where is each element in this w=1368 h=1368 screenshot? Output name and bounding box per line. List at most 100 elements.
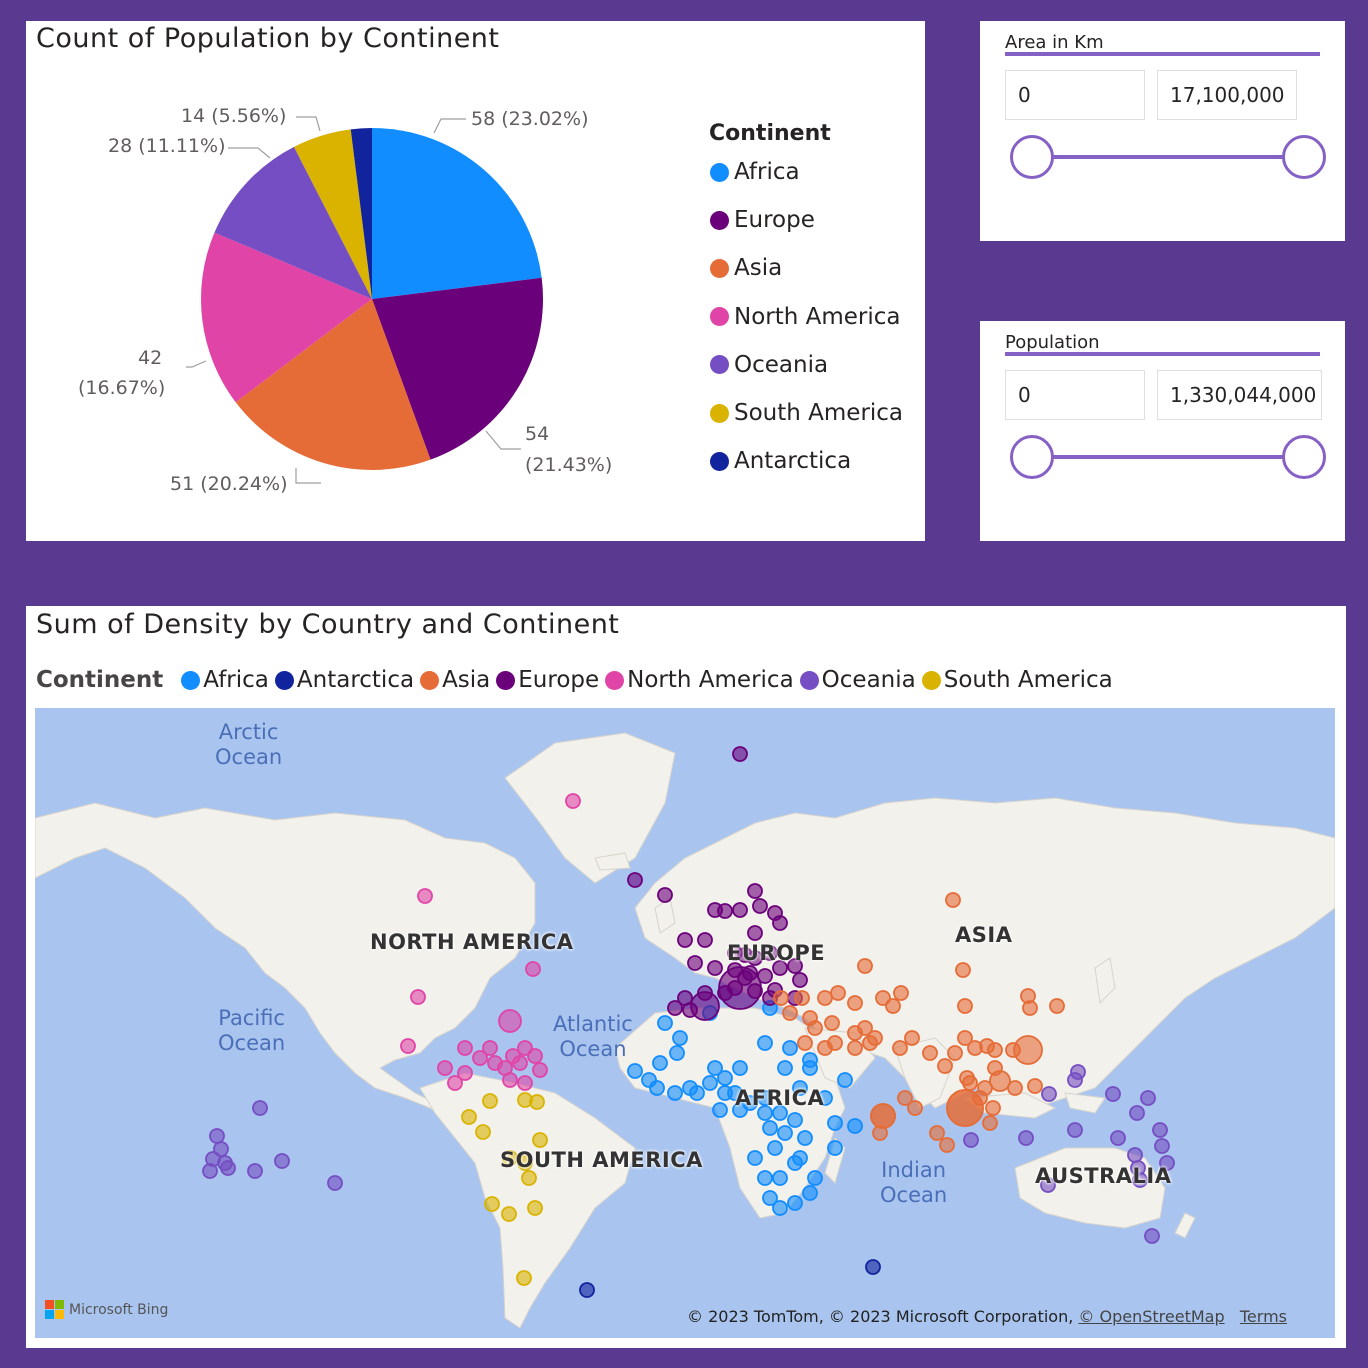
map-bubble-asia[interactable] xyxy=(885,998,901,1014)
map-bubble-south-america[interactable] xyxy=(482,1093,498,1109)
map-bubble-north-america[interactable] xyxy=(502,1072,518,1088)
map-bubble-south-america[interactable] xyxy=(532,1132,548,1148)
pie-legend-item-asia[interactable]: Asia xyxy=(710,255,782,281)
pie-slice-asia[interactable] xyxy=(235,299,431,470)
map-bubble-africa[interactable] xyxy=(772,1200,788,1216)
map-bubble-africa[interactable] xyxy=(672,1030,688,1046)
map-bubble-europe[interactable] xyxy=(772,915,788,931)
map-bubble-africa[interactable] xyxy=(827,1140,843,1156)
map-bubble-africa[interactable] xyxy=(782,1040,798,1056)
map-bubble-africa[interactable] xyxy=(689,1085,705,1101)
map-bubble-africa[interactable] xyxy=(757,1170,773,1186)
map-bubble-europe[interactable] xyxy=(657,887,673,903)
map-bubble-africa[interactable] xyxy=(627,1063,643,1079)
map-bubble-europe[interactable] xyxy=(747,883,763,899)
map-bubble-asia[interactable] xyxy=(807,1020,823,1036)
map-bubble-asia[interactable] xyxy=(907,1100,923,1116)
map-bubble-asia[interactable] xyxy=(947,1045,963,1061)
map-bubble-north-america[interactable] xyxy=(565,793,581,809)
map-bubble-north-america[interactable] xyxy=(532,1062,548,1078)
map-bubble-africa[interactable] xyxy=(732,1060,748,1076)
map-bubble-antarctica[interactable] xyxy=(865,1259,881,1275)
map-bubble-europe[interactable] xyxy=(627,872,643,888)
pie-slice-antarctica[interactable] xyxy=(350,128,372,299)
map-bubble-south-america[interactable] xyxy=(501,1206,517,1222)
area-slider-track[interactable] xyxy=(1032,155,1306,159)
map-bubble-oceania[interactable] xyxy=(209,1128,225,1144)
map-bubble-africa[interactable] xyxy=(802,1052,818,1068)
map-bubble-oceania[interactable] xyxy=(220,1160,236,1176)
map-bubble-europe[interactable] xyxy=(747,950,763,966)
map-bubble-africa[interactable] xyxy=(792,1080,808,1096)
map-bubble-africa[interactable] xyxy=(797,1130,813,1146)
map-bubble-europe[interactable] xyxy=(687,955,703,971)
map-bubble-asia[interactable] xyxy=(1022,1000,1038,1016)
map-bubble-asia[interactable] xyxy=(824,1015,840,1031)
map-bubble-north-america[interactable] xyxy=(417,888,433,904)
map-bubble-oceania[interactable] xyxy=(1152,1122,1168,1138)
area-max-input[interactable]: 17,100,000 xyxy=(1157,70,1297,120)
map-bubble-africa[interactable] xyxy=(669,1045,685,1061)
map-bubble-north-america[interactable] xyxy=(525,961,541,977)
map-bubble-asia[interactable] xyxy=(1013,1035,1043,1065)
map-legend-item-antarctica[interactable]: Antarctica xyxy=(271,667,414,693)
pie-legend-item-north-america[interactable]: North America xyxy=(710,304,901,330)
map-bubble-asia[interactable] xyxy=(797,1035,813,1051)
map-bubble-africa[interactable] xyxy=(717,1085,733,1101)
map-bubble-asia[interactable] xyxy=(904,1030,920,1046)
pie-slice-africa[interactable] xyxy=(372,128,542,299)
map-bubble-south-america[interactable] xyxy=(517,1155,533,1171)
pie-slice-oceania[interactable] xyxy=(214,146,372,299)
map-bubble-asia[interactable] xyxy=(957,1030,973,1046)
map-bubble-africa[interactable] xyxy=(667,1085,683,1101)
map-bubble-south-america[interactable] xyxy=(475,1124,491,1140)
map-bubble-north-america[interactable] xyxy=(457,1065,473,1081)
map-bubble-africa[interactable] xyxy=(807,1170,823,1186)
map-bubble-oceania[interactable] xyxy=(1018,1130,1034,1146)
population-slider-max-handle[interactable] xyxy=(1282,435,1326,479)
terms-link[interactable]: Terms xyxy=(1239,1307,1287,1326)
map-bubble-oceania[interactable] xyxy=(1067,1072,1083,1088)
pie-chart[interactable] xyxy=(26,21,925,541)
map-bubble-oceania[interactable] xyxy=(1144,1228,1160,1244)
map-bubble-asia[interactable] xyxy=(857,1020,873,1036)
map-bubble-africa[interactable] xyxy=(757,1105,773,1121)
map-bubble-oceania[interactable] xyxy=(1159,1155,1175,1171)
map-bubble-north-america[interactable] xyxy=(437,1060,453,1076)
map-bubble-oceania[interactable] xyxy=(1132,1172,1148,1188)
map-bubble-asia[interactable] xyxy=(982,1115,998,1131)
map-bubble-europe[interactable] xyxy=(667,1000,683,1016)
map-bubble-europe[interactable] xyxy=(747,925,763,941)
map-bubble-europe[interactable] xyxy=(732,902,748,918)
map-bubble-asia[interactable] xyxy=(939,1137,955,1153)
map-bubble-africa[interactable] xyxy=(787,1195,803,1211)
map-bubble-asia[interactable] xyxy=(794,990,810,1006)
map-bubble-asia[interactable] xyxy=(962,1075,978,1091)
map-bubble-asia[interactable] xyxy=(875,990,891,1006)
population-min-input[interactable]: 0 xyxy=(1005,370,1145,420)
map-bubble-asia[interactable] xyxy=(987,1042,1003,1058)
map-bubble-asia[interactable] xyxy=(1049,998,1065,1014)
map-bubble-north-america[interactable] xyxy=(527,1048,543,1064)
map-bubble-africa[interactable] xyxy=(827,1115,843,1131)
pie-slice-north-america[interactable] xyxy=(200,232,372,403)
map-bubble-africa[interactable] xyxy=(757,1090,773,1106)
map-bubble-europe[interactable] xyxy=(787,958,803,974)
map-bubble-north-america[interactable] xyxy=(517,1040,533,1056)
map-bubble-africa[interactable] xyxy=(772,1170,788,1186)
map-bubble-africa[interactable] xyxy=(767,1140,783,1156)
map-bubble-africa[interactable] xyxy=(802,1185,818,1201)
map-bubble-oceania[interactable] xyxy=(274,1153,290,1169)
map-bubble-south-america[interactable] xyxy=(461,1109,477,1125)
area-slider-min-handle[interactable] xyxy=(1010,135,1054,179)
map-bubble-europe[interactable] xyxy=(717,903,733,919)
map-bubble-asia[interactable] xyxy=(1027,1078,1043,1094)
map-bubble-asia[interactable] xyxy=(937,1058,953,1074)
map-legend-item-north-america[interactable]: North America xyxy=(601,667,794,693)
map-bubble-africa[interactable] xyxy=(747,1150,763,1166)
map-bubble-africa[interactable] xyxy=(787,1155,803,1171)
map-bubble-asia[interactable] xyxy=(985,1100,1001,1116)
map-bubble-africa[interactable] xyxy=(762,1120,778,1136)
map-bubble-africa[interactable] xyxy=(702,1075,718,1091)
map-visual[interactable]: Arctic Ocean Pacific Ocean Atlantic Ocea… xyxy=(35,708,1335,1338)
